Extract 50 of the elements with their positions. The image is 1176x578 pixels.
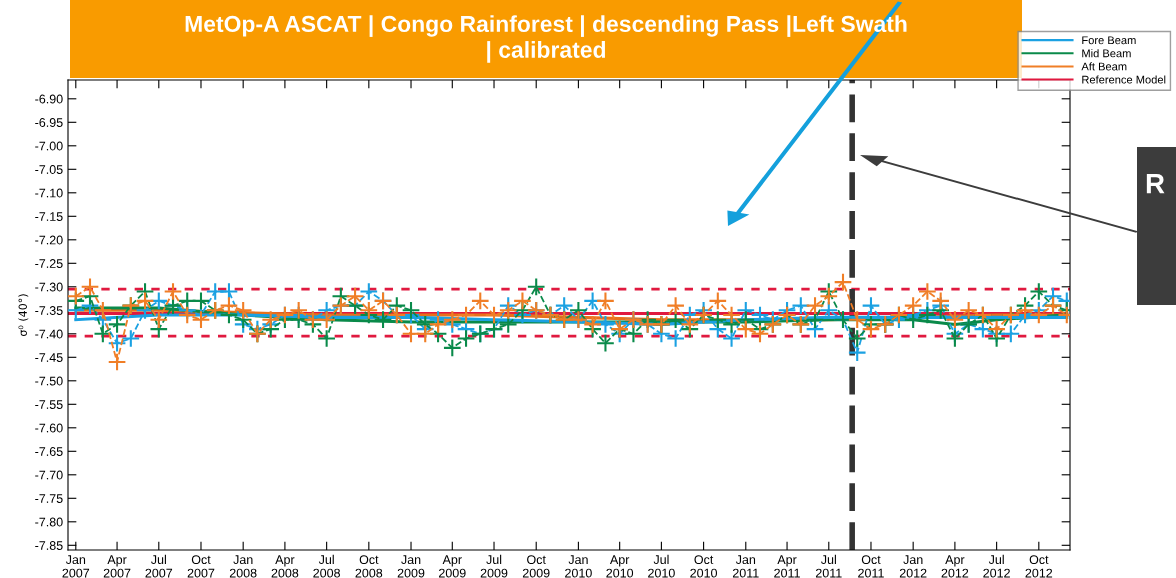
text: R [1146,174,1165,194]
y-tick-label: -7.25 [35,259,63,268]
x-tick-label: Oct 2008 [355,555,383,578]
y-tick-label: -7.20 [35,235,63,245]
x-tick-label: Jul 2012 [983,554,1010,578]
x-tick-label: Jan 2010 [565,555,592,578]
y-tick-label: -7.85 [35,541,63,550]
y-tick-label: -7.00 [35,141,63,151]
y-tick-label: -7.70 [35,470,63,480]
y-tick-label: -7.60 [35,423,63,433]
x-tick-label: Oct 2010 [690,555,718,578]
legend-label: Mid Beam [1082,49,1131,58]
y-tick-label: -7.80 [35,517,63,527]
x-tick-label: Jul 2011 [815,554,842,578]
y-tick-label: -7.40 [35,329,63,339]
y-tick-label: -7.30 [35,282,63,292]
x-tick-label: Oct 2012 [1025,555,1053,578]
legend-label: Reference Model [1082,75,1166,84]
y-tick-label: -7.55 [35,400,63,409]
x-tick-label: Apr 2011 [774,555,800,578]
x-tick-label: Oct 2009 [522,555,550,578]
legend-label: Fore Beam [1082,36,1136,45]
x-tick-label: Jul 2010 [648,554,675,578]
x-tick-label: Apr 2012 [941,555,969,578]
y-tick-label: -7.05 [35,165,63,174]
x-tick-label: Jan 2009 [397,555,425,578]
x-tick-label: Jan 2008 [229,555,257,578]
y-tick-label: -7.35 [35,306,63,315]
y-tick-label: -7.45 [35,353,63,362]
y-tick-label: -7.10 [35,188,63,198]
y-tick-label: -7.50 [35,376,63,386]
x-tick-label: Jul 2007 [145,554,173,578]
y-tick-label: -7.65 [35,447,63,456]
x-tick-label: Apr 2010 [606,555,634,578]
y-tick-label: -7.75 [35,494,63,503]
legend-label: Aft Beam [1081,62,1127,71]
x-tick-label: Jul 2008 [313,554,340,578]
x-tick-label: Oct 2011 [858,555,884,578]
x-tick-label: Jan 2012 [899,555,927,578]
x-tick-label: Oct 2007 [187,555,215,578]
x-tick-label: Jul 2009 [480,554,508,578]
x-tick-label: Apr 2007 [103,555,131,578]
x-tick-label: Apr 2009 [439,555,466,578]
x-tick-label: Apr 2008 [271,555,299,578]
x-tick-label: Jan 2007 [62,555,90,578]
x-tick-label: Jan 2011 [732,555,759,578]
y-tick-label: -6.95 [35,118,63,127]
y-tick-label: -7.15 [35,212,63,221]
y-axis-title: σ⁰ (40°) [18,294,29,337]
y-tick-label: -6.90 [35,94,63,104]
